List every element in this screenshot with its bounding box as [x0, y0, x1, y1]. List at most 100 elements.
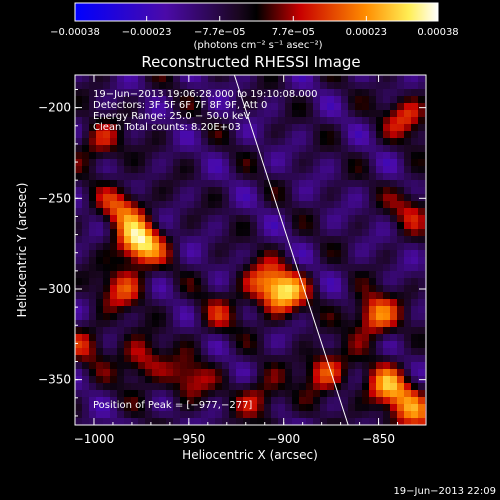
heatmap-cell: [299, 257, 307, 265]
heatmap-cell: [411, 299, 419, 307]
heatmap-cell: [173, 208, 181, 216]
heatmap-cell: [341, 320, 349, 328]
heatmap-cell: [278, 131, 286, 139]
heatmap-cell: [313, 173, 321, 181]
heatmap-cell: [180, 89, 188, 97]
heatmap-cell: [355, 313, 363, 321]
heatmap-cell: [208, 334, 216, 342]
heatmap-cell: [152, 103, 160, 111]
heatmap-cell: [201, 194, 209, 202]
heatmap-cell: [145, 411, 153, 419]
heatmap-cell: [271, 187, 279, 195]
heatmap-cell: [327, 103, 335, 111]
heatmap-cell: [208, 236, 216, 244]
heatmap-cell: [131, 355, 139, 363]
heatmap-cell: [82, 215, 90, 223]
heatmap-cell: [110, 271, 118, 279]
heatmap-cell: [243, 334, 251, 342]
heatmap-cell: [341, 285, 349, 293]
heatmap-cell: [418, 404, 426, 412]
heatmap-cell: [334, 243, 342, 251]
heatmap-cell: [117, 124, 125, 132]
heatmap-cell: [229, 89, 237, 97]
heatmap-cell: [215, 292, 223, 300]
heatmap-cell: [229, 131, 237, 139]
heatmap-cell: [292, 271, 300, 279]
heatmap-cell: [376, 348, 384, 356]
heatmap-cell: [180, 292, 188, 300]
heatmap-cell: [194, 313, 202, 321]
heatmap-cell: [390, 397, 398, 405]
heatmap-cell: [117, 341, 125, 349]
heatmap-cell: [131, 390, 139, 398]
heatmap-cell: [264, 166, 272, 174]
heatmap-cell: [257, 82, 265, 90]
heatmap-cell: [348, 229, 356, 237]
heatmap-cell: [411, 229, 419, 237]
heatmap-cell: [418, 264, 426, 272]
heatmap-cell: [138, 201, 146, 209]
heatmap-cell: [334, 159, 342, 167]
heatmap-cell: [187, 292, 195, 300]
heatmap-cell: [376, 257, 384, 265]
heatmap-cell: [334, 229, 342, 237]
heatmap-cell: [187, 110, 195, 118]
heatmap-cell: [320, 362, 328, 370]
heatmap-cell: [271, 103, 279, 111]
heatmap-cell: [404, 250, 412, 258]
heatmap-cell: [194, 138, 202, 146]
heatmap-cell: [89, 96, 97, 104]
heatmap-cell: [404, 376, 412, 384]
heatmap-cell: [292, 404, 300, 412]
heatmap-cell: [390, 124, 398, 132]
heatmap-cell: [348, 173, 356, 181]
heatmap-cell: [369, 187, 377, 195]
heatmap-cell: [264, 250, 272, 258]
heatmap-cell: [89, 117, 97, 125]
heatmap-cell: [348, 327, 356, 335]
heatmap-cell: [404, 208, 412, 216]
heatmap-cell: [285, 264, 293, 272]
heatmap-cell: [194, 145, 202, 153]
heatmap-cell: [271, 264, 279, 272]
heatmap-cell: [117, 306, 125, 314]
heatmap-cell: [285, 208, 293, 216]
heatmap-cell: [138, 173, 146, 181]
heatmap-cell: [250, 418, 258, 425]
heatmap-cell: [271, 82, 279, 90]
heatmap-cell: [96, 390, 104, 398]
heatmap-cell: [362, 320, 370, 328]
heatmap-cell: [166, 201, 174, 209]
heatmap-cell: [306, 194, 314, 202]
heatmap-cell: [180, 397, 188, 405]
heatmap-cell: [390, 152, 398, 160]
heatmap-cell: [110, 292, 118, 300]
heatmap-cell: [292, 341, 300, 349]
heatmap-cell: [201, 215, 209, 223]
heatmap-cell: [285, 334, 293, 342]
heatmap-cell: [355, 341, 363, 349]
heatmap-cell: [194, 355, 202, 363]
heatmap-cell: [222, 397, 230, 405]
heatmap-cell: [159, 257, 167, 265]
heatmap-cell: [75, 215, 83, 223]
heatmap-cell: [117, 159, 125, 167]
heatmap-cell: [152, 180, 160, 188]
heatmap-cell: [243, 82, 251, 90]
heatmap-cell: [131, 138, 139, 146]
heatmap-cell: [110, 194, 118, 202]
heatmap-cell: [201, 96, 209, 104]
heatmap-cell: [145, 397, 153, 405]
heatmap-cell: [362, 82, 370, 90]
heatmap-cell: [194, 348, 202, 356]
heatmap-cell: [89, 124, 97, 132]
heatmap-cell: [222, 250, 230, 258]
heatmap-cell: [89, 411, 97, 419]
heatmap-cell: [327, 278, 335, 286]
heatmap-cell: [194, 236, 202, 244]
heatmap-cell: [299, 229, 307, 237]
heatmap-cell: [341, 96, 349, 104]
heatmap-cell: [362, 236, 370, 244]
heatmap-cell: [208, 187, 216, 195]
heatmap-cell: [390, 145, 398, 153]
